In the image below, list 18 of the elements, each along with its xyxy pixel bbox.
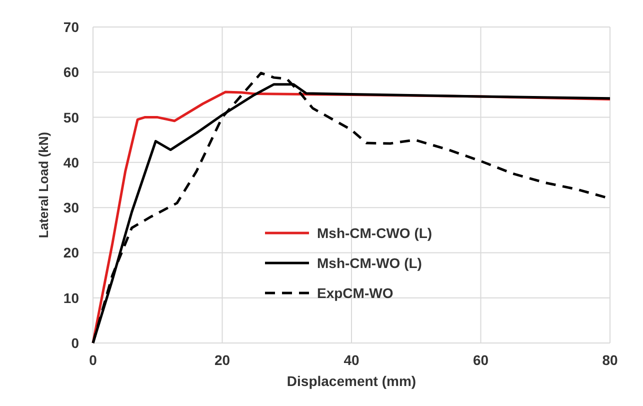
x-axis-title: Displacement (mm): [286, 373, 416, 389]
legend-label: Msh-CM-CWO (L): [317, 225, 432, 241]
y-tick-label: 20: [63, 244, 80, 261]
x-tick-label: 80: [602, 352, 618, 368]
y-tick-label: 0: [71, 335, 80, 351]
y-tick-label: 70: [63, 19, 80, 35]
x-tick-label: 60: [472, 352, 489, 368]
x-tick-label: 40: [344, 352, 360, 368]
y-axis-title: Lateral Load (kN): [36, 132, 51, 238]
x-tick-label: 20: [214, 352, 230, 368]
legend-label: Msh-CM-WO (L): [317, 255, 422, 271]
y-tick-label: 40: [63, 154, 80, 170]
y-tick-label: 10: [63, 290, 80, 306]
y-tick-label: 30: [63, 200, 80, 216]
legend-label: ExpCM-WO: [317, 285, 394, 301]
y-tick-label: 60: [63, 64, 80, 80]
y-tick-label: 50: [63, 109, 80, 126]
x-tick-label: 0: [89, 352, 98, 368]
